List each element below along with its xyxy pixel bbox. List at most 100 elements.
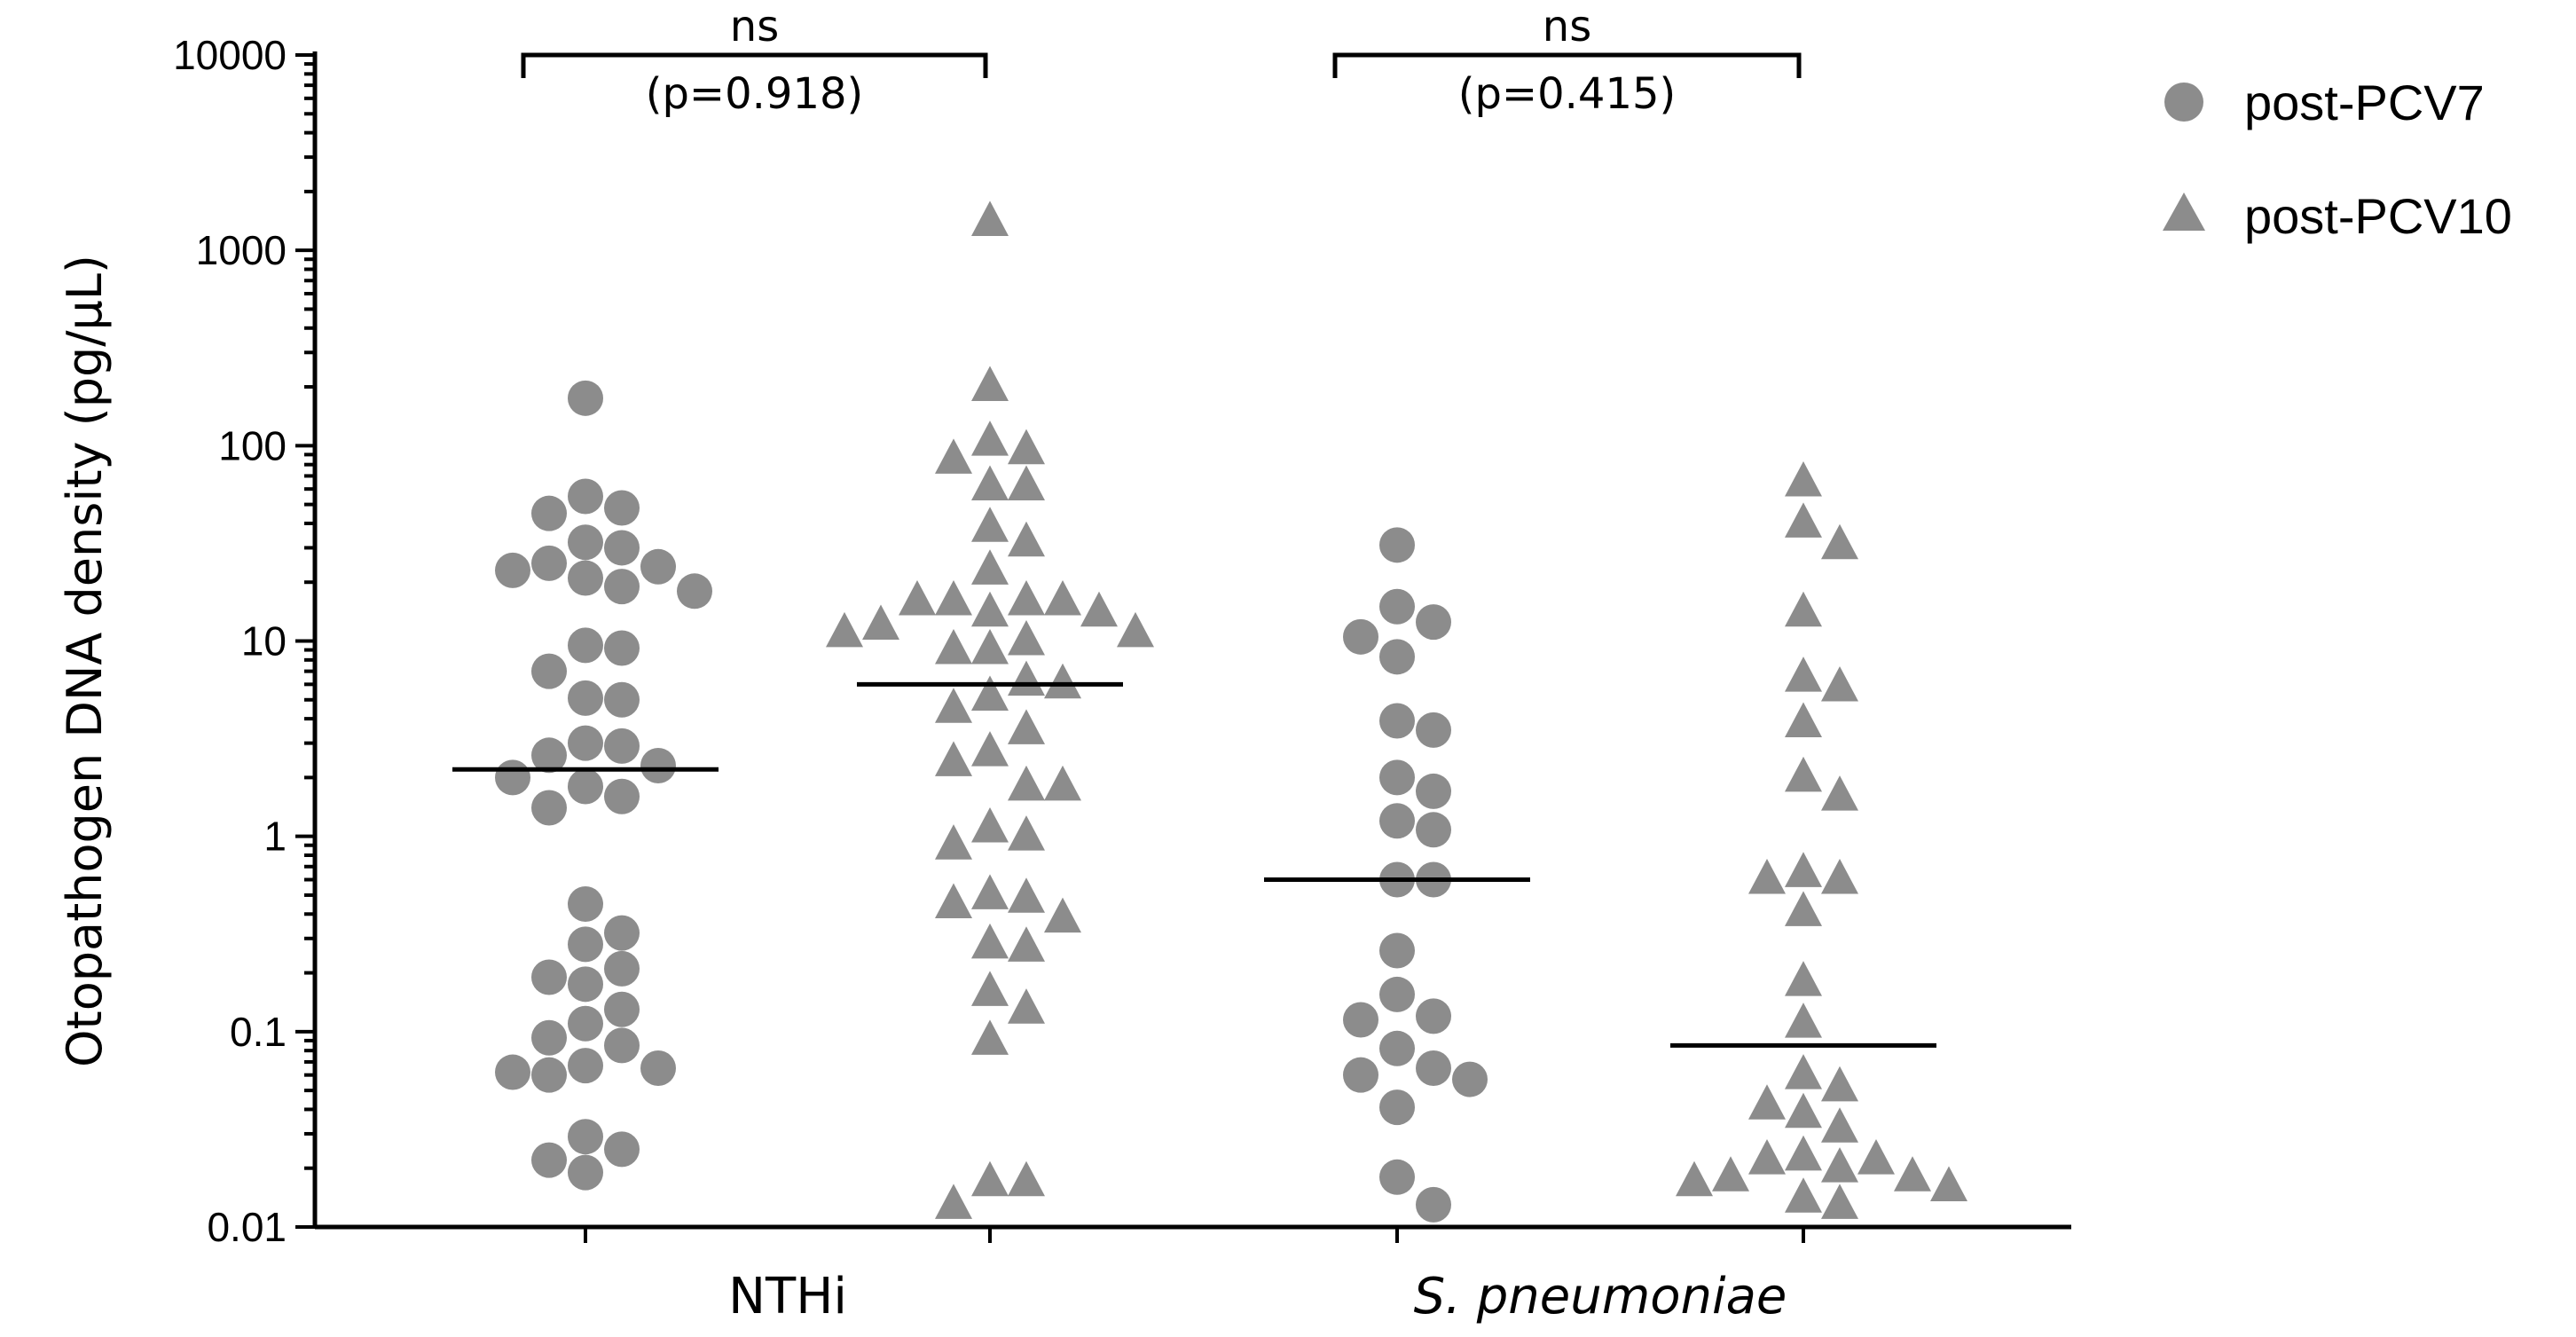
data-point-triangle [1821, 858, 1858, 894]
data-point-triangle [971, 874, 1009, 909]
data-point-triangle [935, 688, 972, 723]
data-point-triangle [971, 806, 1009, 843]
data-point-triangle [935, 741, 972, 776]
data-point-triangle [1008, 521, 1045, 557]
data-point-triangle [1008, 660, 1045, 696]
data-point-triangle [1080, 591, 1118, 627]
data-point-circle [1343, 1057, 1378, 1093]
data-point-triangle [971, 1160, 1009, 1197]
data-point-triangle [1821, 523, 1858, 560]
data-point-triangle [971, 971, 1009, 1006]
data-point-triangle [1785, 591, 1822, 627]
data-point-triangle [1008, 765, 1045, 801]
data-point-circle [531, 495, 567, 531]
data-point-circle [1379, 527, 1415, 563]
data-point-circle [1343, 618, 1378, 655]
data-point-triangle [1748, 1084, 1786, 1120]
data-point-circle [1379, 976, 1415, 1012]
data-point-circle [1416, 812, 1451, 848]
data-point-circle [568, 725, 603, 761]
data-point-triangle [935, 824, 972, 860]
data-point-circle [1416, 1186, 1451, 1223]
data-point-triangle [971, 629, 1009, 665]
data-point-circle [604, 530, 640, 566]
data-point-triangle [1894, 1156, 1931, 1192]
data-point-triangle [971, 1019, 1009, 1055]
data-point-triangle [862, 604, 899, 641]
data-point-circle [531, 737, 567, 774]
data-point-triangle [1008, 988, 1045, 1024]
data-point-circle [604, 950, 640, 987]
data-point-circle [531, 1057, 567, 1093]
data-point-triangle [1008, 1160, 1045, 1197]
data-point-triangle [1785, 502, 1822, 538]
data-point-circle [604, 630, 640, 666]
data-point-triangle [1748, 858, 1786, 894]
data-point-triangle [1821, 1066, 1858, 1102]
significance-annotations: ns (p=0.918) ns (p=0.415) [521, 2, 1802, 119]
data-point-circle [495, 1054, 530, 1090]
data-point-triangle [1044, 663, 1081, 699]
data-point-circle [1379, 932, 1415, 969]
data-points [452, 201, 1967, 1223]
data-point-triangle [1008, 877, 1045, 913]
y-axis-label: Otopathogen DNA density (pg/µL) [57, 255, 113, 1067]
data-point-triangle [1785, 657, 1822, 692]
y-tick-label: 0.01 [207, 1204, 287, 1250]
data-point-triangle [1785, 1135, 1822, 1171]
data-point-circle [604, 915, 640, 951]
significance-label: ns [730, 2, 779, 51]
x-category-label: NTHi [728, 1268, 847, 1325]
data-point-triangle [971, 507, 1009, 542]
data-point-triangle [1785, 1054, 1822, 1089]
data-point-triangle [1821, 666, 1858, 702]
data-point-triangle [1785, 1092, 1822, 1129]
data-point-circle [568, 680, 603, 716]
data-point-triangle [1044, 579, 1081, 616]
data-point-circle [604, 727, 640, 764]
y-tick-label: 10 [241, 618, 287, 665]
data-point-circle [568, 380, 603, 416]
data-point-circle [568, 886, 603, 923]
data-point-triangle [1857, 1139, 1895, 1175]
data-point-triangle [1008, 619, 1045, 656]
data-point-triangle [1008, 579, 1045, 616]
data-point-circle [1379, 1159, 1415, 1195]
data-point-circle [1379, 1030, 1415, 1066]
data-point-triangle [971, 201, 1009, 236]
significance-bracket [521, 52, 988, 78]
data-point-circle [1379, 703, 1415, 739]
data-point-circle [531, 1142, 567, 1178]
data-point-circle [1379, 803, 1415, 839]
data-point-circle [604, 681, 640, 718]
data-point-triangle [971, 421, 1009, 456]
data-point-triangle [1008, 465, 1045, 501]
y-tick-label: 100 [218, 422, 287, 468]
legend-label: post-PCV7 [2244, 75, 2485, 130]
data-point-triangle [1008, 429, 1045, 465]
data-point-triangle [971, 366, 1009, 402]
data-point-circle [1452, 1061, 1488, 1097]
data-point-triangle [1785, 891, 1822, 926]
axes: 0.01 0.1 1 10 100 1000 10000 NTHi S. pneumoniae O… [57, 32, 2071, 1325]
data-point-triangle [935, 629, 972, 665]
data-point-triangle [971, 591, 1009, 627]
y-tick-label: 1 [263, 814, 287, 860]
data-point-triangle [1044, 897, 1081, 933]
data-point-circle [1343, 1002, 1378, 1038]
x-category-label: S. pneumoniae [1414, 1268, 1787, 1325]
significance-label: ns [1543, 2, 1591, 51]
data-point-triangle [1785, 1003, 1822, 1038]
data-point-circle [568, 1048, 603, 1084]
data-point-circle [568, 478, 603, 515]
data-point-triangle [935, 1184, 972, 1219]
legend: post-PCV7 post-PCV10 [2163, 75, 2512, 244]
data-point-circle [531, 959, 567, 995]
data-point-circle [640, 748, 676, 784]
y-tick-label: 0.1 [230, 1009, 287, 1055]
data-point-triangle [971, 923, 1009, 959]
significance-bracket [1332, 52, 1802, 78]
data-point-circle [531, 653, 567, 689]
p-value-label: (p=0.918) [646, 69, 864, 119]
